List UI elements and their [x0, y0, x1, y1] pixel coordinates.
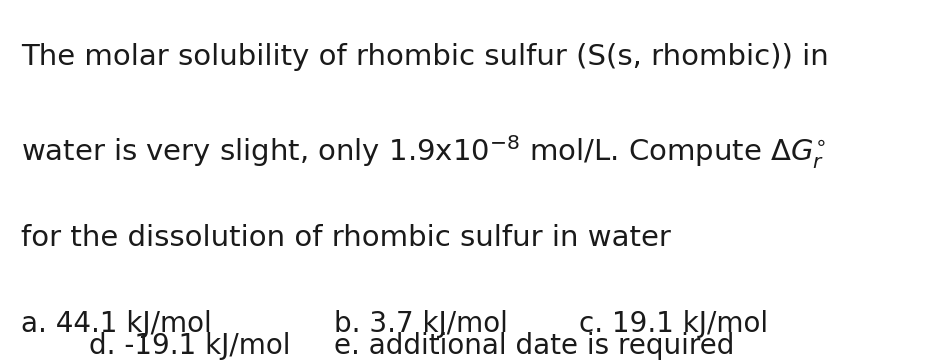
Text: a. 44.1 kJ/mol: a. 44.1 kJ/mol [21, 310, 211, 339]
Text: The molar solubility of rhombic sulfur (S(s, rhombic)) in: The molar solubility of rhombic sulfur (… [21, 43, 828, 71]
Text: for the dissolution of rhombic sulfur in water: for the dissolution of rhombic sulfur in… [21, 224, 671, 252]
Text: d. -19.1 kJ/mol: d. -19.1 kJ/mol [89, 332, 291, 360]
Text: b. 3.7 kJ/mol: b. 3.7 kJ/mol [334, 310, 509, 339]
Text: water is very slight, only 1.9x10$^{-8}$ mol/L. Compute $\Delta G_r^{\circ}$: water is very slight, only 1.9x10$^{-8}$… [21, 134, 826, 171]
Text: c. 19.1 kJ/mol: c. 19.1 kJ/mol [579, 310, 769, 339]
Text: e. additional date is required: e. additional date is required [334, 332, 735, 360]
